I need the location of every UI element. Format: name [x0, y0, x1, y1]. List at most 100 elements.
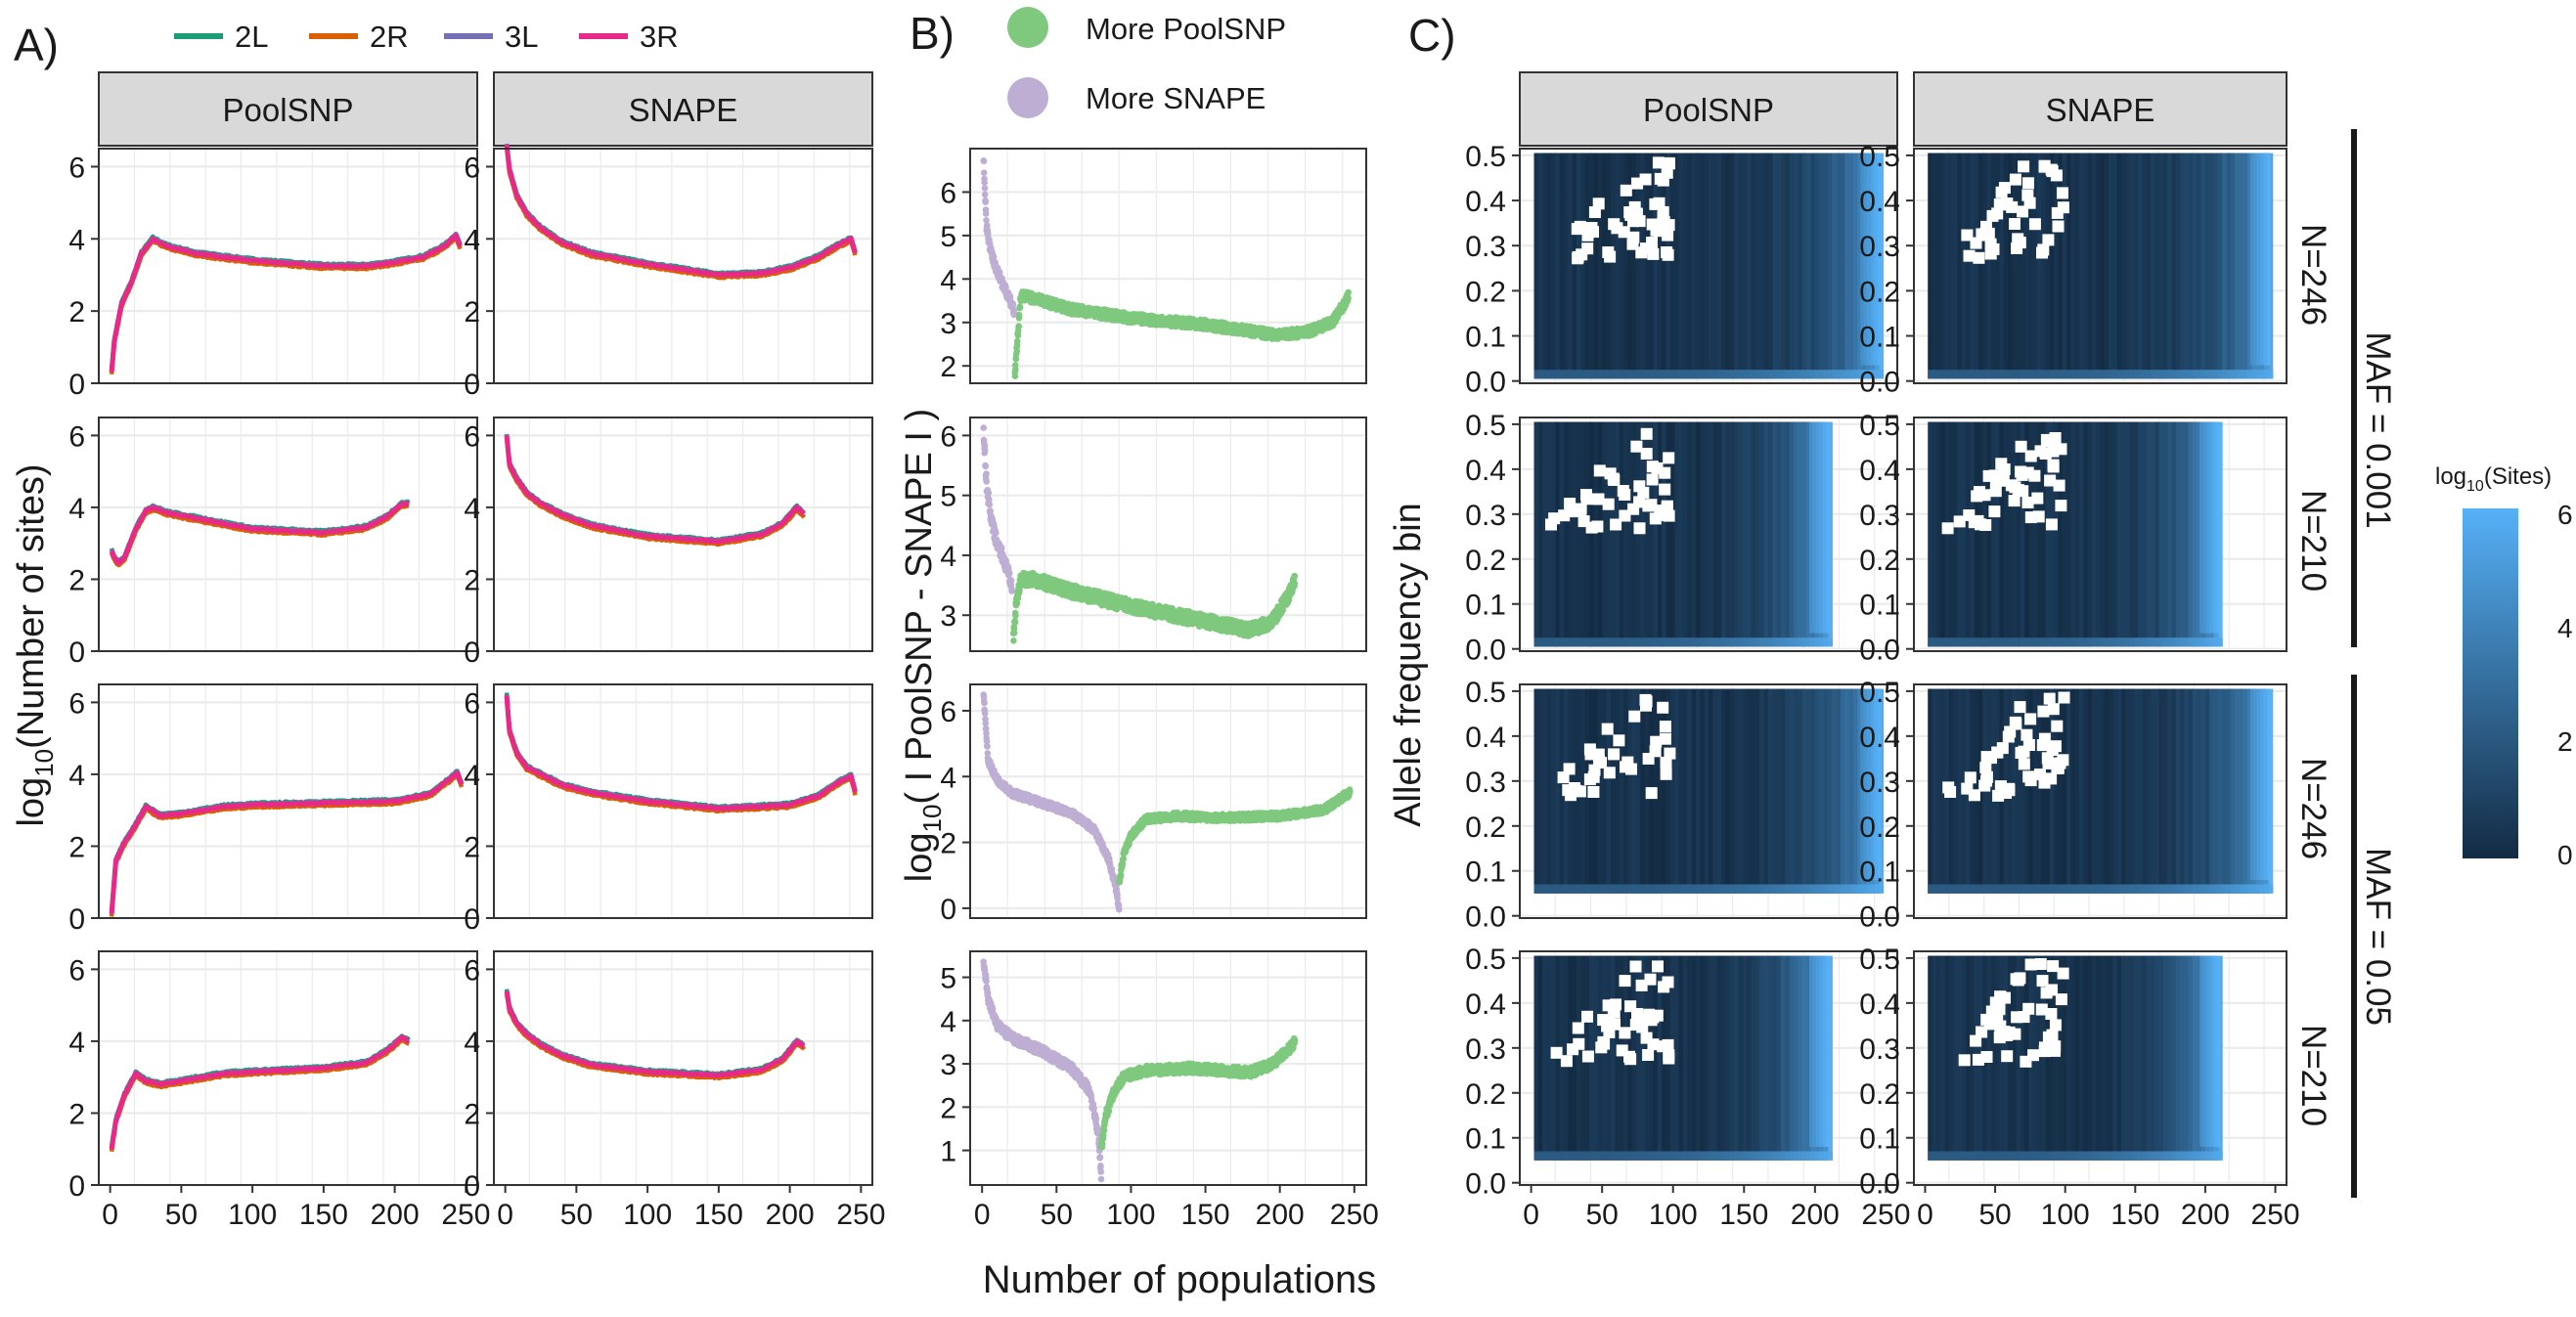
- b-point-more-snape: [981, 191, 989, 198]
- a-panel-bg: [494, 417, 872, 651]
- a-y-tick-label: 2: [68, 564, 85, 596]
- a-y-tick-label: 6: [68, 420, 85, 453]
- b-y-axis-label: log10( I PoolSNP - SNAPE I ): [899, 409, 947, 882]
- a-y-tick-label: 6: [68, 152, 85, 184]
- a-y-tick-label: 4: [464, 760, 480, 792]
- legend-c-tick-2: 2: [2557, 726, 2573, 757]
- facet-label-maf-001: MAF = 0.001: [2359, 331, 2397, 528]
- b-point-more-snape: [996, 269, 1003, 276]
- b-point-more-poolsnp: [1013, 337, 1021, 345]
- a-x-tick-label: 150: [694, 1199, 743, 1231]
- a-x-tick-label: 250: [836, 1199, 885, 1231]
- b-point-more-poolsnp: [1347, 788, 1354, 796]
- a-y-tick-label: 4: [68, 493, 85, 525]
- b-point-more-snape: [993, 529, 999, 537]
- a-y-tick-label: 0: [464, 637, 480, 669]
- a-y-tick-label: 4: [68, 224, 85, 256]
- b-y-tick-label: 4: [940, 541, 956, 573]
- a-panel-border: [493, 683, 873, 919]
- a-series-3r-line: [109, 233, 463, 373]
- b-y-tick-label: 6: [940, 420, 956, 453]
- a-y-axis-label: log10(Number of sites): [11, 463, 59, 826]
- b-y-tick-label: 6: [940, 177, 956, 209]
- b-y-tick-label: 1: [940, 1136, 956, 1168]
- b-point-more-snape: [981, 179, 988, 186]
- b-point-more-snape: [985, 230, 992, 238]
- b-point-more-poolsnp: [1010, 637, 1017, 644]
- b-y-tick-label: 4: [940, 264, 956, 296]
- b-point-more-snape: [984, 743, 991, 750]
- b-y-tick-label: 3: [940, 1049, 956, 1081]
- a-y-tick-label: 4: [464, 1027, 480, 1059]
- a-series-3r-line: [504, 990, 806, 1078]
- b-y-tick-label: 3: [940, 308, 956, 340]
- a-x-tick-label: 50: [560, 1199, 593, 1231]
- panel-a: PoolSNP SNAPE0246024602460246024602460246…: [68, 71, 885, 1231]
- a-y-axis-label-sub: 10: [29, 749, 59, 777]
- a-x-tick-label: 250: [441, 1199, 490, 1231]
- plots: PoolSNP SNAPE0246024602460246024602460246…: [68, 71, 2300, 1231]
- b-y-axis-label-sub: 10: [917, 805, 947, 833]
- legend-c-title-suffix: (Sites): [2484, 463, 2552, 490]
- a-y-tick-label: 2: [464, 1098, 480, 1130]
- a-y-tick-label: 6: [68, 954, 85, 987]
- legend-c-tick-6: 6: [2557, 500, 2573, 530]
- b-point-more-snape: [980, 424, 987, 431]
- legend-a-label-2l: 2L: [235, 20, 268, 54]
- a-y-tick-label: 0: [68, 903, 85, 936]
- b-point-more-snape: [983, 978, 990, 985]
- b-point-more-snape: [983, 217, 990, 224]
- c-y-axis-label: Allele frequency bin: [1388, 503, 1429, 827]
- b-point-more-snape: [981, 442, 989, 449]
- b-point-more-snape: [981, 710, 989, 718]
- b-y-axis-label-pre: log: [899, 832, 940, 882]
- b-y-tick-label: 2: [940, 828, 956, 860]
- legend-b-label-poolsnp: More PoolSNP: [1086, 12, 1286, 46]
- a-y-tick-label: 2: [464, 296, 480, 329]
- a-panel-bg: [494, 951, 872, 1185]
- b-point-more-snape: [1006, 570, 1013, 577]
- b-point-more-snape: [1007, 577, 1015, 584]
- a-panel-border: [493, 950, 873, 1186]
- legend-a-label-3l: 3L: [505, 20, 538, 54]
- a-y-tick-label: 6: [464, 152, 480, 184]
- legend-a: 2L 2R 3L 3R: [174, 20, 679, 54]
- b-point-more-snape: [982, 462, 989, 470]
- a-x-tick-label: 150: [299, 1199, 348, 1231]
- a-series-3r-line: [109, 770, 465, 914]
- a-facet-poolsnp-2: 0 2 4 6: [68, 417, 478, 669]
- a-y-tick-label: 2: [68, 831, 85, 863]
- b-point-more-snape: [1002, 284, 1009, 291]
- b-point-more-poolsnp: [1015, 311, 1023, 319]
- b-point-more-poolsnp: [1012, 355, 1020, 363]
- b-point-more-snape: [987, 507, 994, 514]
- a-x-tick-label: 200: [371, 1199, 420, 1231]
- a-x-tick-label: 100: [228, 1199, 277, 1231]
- facet-label-maf-005: MAF = 0.05: [2359, 848, 2397, 1026]
- b-point-more-snape: [980, 157, 988, 165]
- b-panel-border: [969, 148, 1367, 384]
- b-y-tick-label: 2: [940, 351, 956, 383]
- b-y-axis-label-post: ( I PoolSNP - SNAPE I ): [899, 409, 940, 805]
- a-y-tick-label: 0: [68, 1170, 85, 1203]
- a-x-tick-label: 0: [497, 1199, 513, 1231]
- legend-a-label-2r: 2R: [370, 20, 409, 54]
- b-y-tick-label: 5: [940, 221, 956, 253]
- legend-c-title: log10(Sites): [2435, 463, 2552, 495]
- a-x-tick-label: 100: [623, 1199, 672, 1231]
- b-y-tick-label: 2: [940, 1092, 956, 1124]
- b-y-tick-label: 6: [940, 696, 956, 728]
- b-point-more-poolsnp: [1011, 619, 1019, 627]
- b-point-more-snape: [981, 447, 989, 455]
- a-y-tick-label: 4: [68, 760, 85, 792]
- b-point-more-snape: [990, 253, 998, 261]
- facet-label-n246-r3: N=246: [2294, 758, 2332, 859]
- a-y-tick-label: 4: [68, 1027, 85, 1059]
